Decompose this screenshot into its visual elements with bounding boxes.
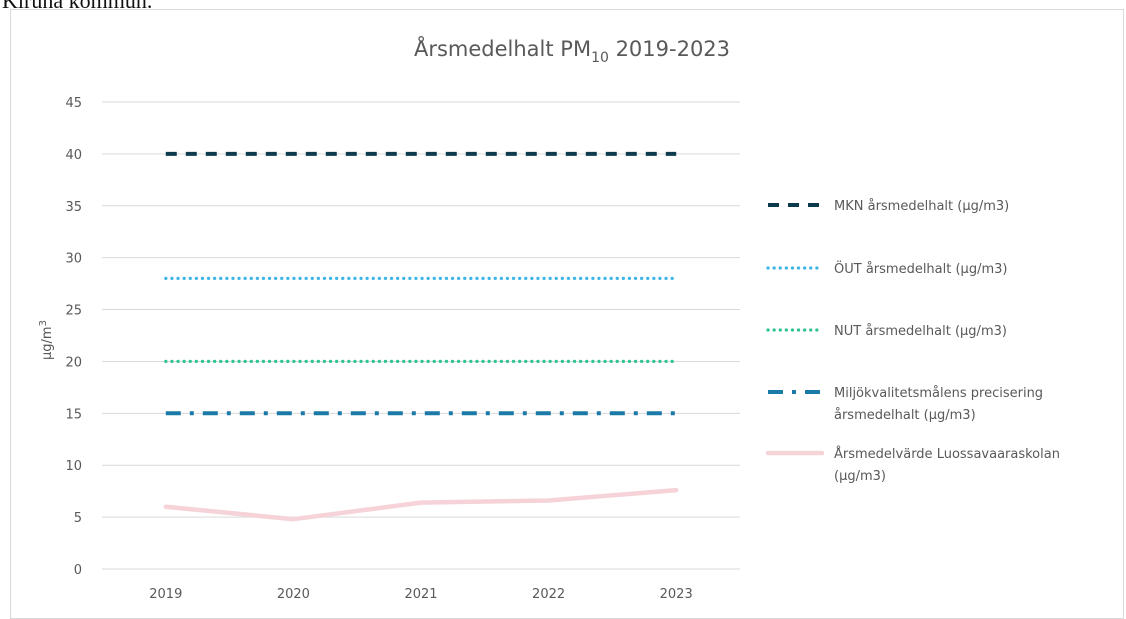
x-tick-label: 2021 (404, 587, 437, 601)
legend-item: NUT årsmedelhalt (µg/m3) (768, 324, 1007, 339)
legend-label: MKN årsmedelhalt (µg/m3) (834, 199, 1009, 214)
y-axis-ticks: 0 5 10 15 20 25 30 35 40 45 (65, 96, 82, 578)
legend-item: MKN årsmedelhalt (µg/m3) (768, 199, 1009, 214)
x-tick-label: 2019 (149, 587, 182, 601)
y-tick-label: 0 (74, 563, 82, 578)
y-tick-label: 45 (65, 96, 82, 111)
series-line-5 (166, 490, 676, 519)
legend-item: ÖUT årsmedelhalt (µg/m3) (768, 260, 1007, 277)
x-tick-label: 2023 (660, 587, 693, 601)
y-tick-label: 5 (74, 511, 82, 526)
y-tick-label: 35 (65, 200, 82, 215)
series-layer (166, 154, 676, 519)
y-axis-label: µg/m3 (38, 320, 55, 360)
legend-label: NUT årsmedelhalt (µg/m3) (834, 324, 1007, 339)
y-tick-label: 40 (65, 148, 82, 163)
x-tick-label: 2020 (277, 587, 310, 601)
legend-label: årsmedelhalt (µg/m3) (834, 408, 976, 423)
chart-title-suffix: 2019-2023 (609, 37, 730, 61)
y-tick-label: 25 (65, 304, 82, 319)
y-axis-label-superscript: 3 (38, 320, 49, 326)
y-tick-label: 30 (65, 252, 82, 267)
legend: MKN årsmedelhalt (µg/m3) ÖUT årsmedelhalt… (768, 199, 1060, 484)
chart-title: Årsmedelhalt PM10 2019-2023 (414, 35, 730, 66)
legend-item: Årsmedelvärde Luossavaaraskolan (µg/m3) (768, 446, 1060, 484)
y-axis-label-base: µg/m (40, 326, 55, 360)
legend-label: Årsmedelvärde Luossavaaraskolan (834, 446, 1060, 462)
y-tick-label: 10 (65, 459, 82, 474)
chart-title-subscript: 10 (591, 50, 609, 66)
legend-label: (µg/m3) (834, 469, 886, 484)
legend-item: Miljökvalitetsmålens precisering årsmedel… (768, 386, 1043, 423)
x-tick-label: 2022 (532, 587, 565, 601)
legend-label: ÖUT årsmedelhalt (µg/m3) (834, 260, 1007, 277)
y-tick-label: 15 (65, 407, 82, 422)
x-axis-ticks: 2019 2020 2021 2022 2023 (149, 587, 692, 601)
gridlines (102, 102, 740, 569)
y-tick-label: 20 (65, 355, 82, 370)
legend-label: Miljökvalitetsmålens precisering (834, 386, 1043, 401)
chart-svg: Årsmedelhalt PM10 2019-2023 051015202530… (0, 0, 1126, 601)
chart-title-prefix: Årsmedelhalt PM (414, 35, 591, 61)
